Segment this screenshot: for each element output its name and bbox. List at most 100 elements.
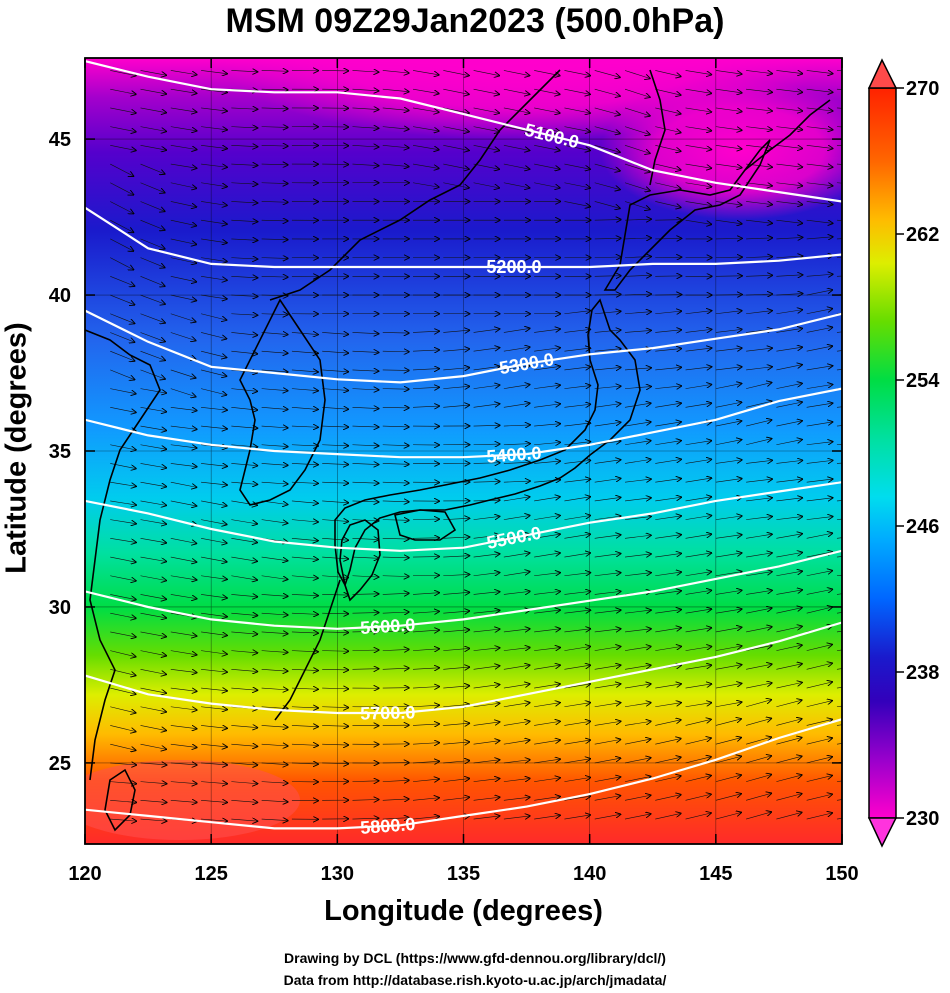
wind-vector	[715, 479, 742, 483]
wind-vector	[715, 257, 742, 258]
wind-vector	[473, 722, 500, 726]
wind-vector	[534, 815, 560, 820]
wind-vector	[261, 426, 288, 428]
colorbar-tick-label: 246	[906, 516, 939, 538]
wind-vector	[322, 445, 348, 446]
wind-vector	[806, 237, 833, 239]
wind-vector	[413, 779, 439, 782]
wind-vector	[715, 646, 742, 651]
wind-vector	[624, 647, 651, 651]
wind-vector	[594, 478, 621, 483]
wind-vector	[594, 703, 621, 708]
wind-vector	[746, 367, 772, 370]
wind-vector	[564, 423, 590, 426]
x-tick-label: 130	[321, 863, 354, 885]
wind-vector	[382, 799, 409, 800]
wind-vector	[806, 738, 832, 745]
wind-vector	[503, 516, 530, 520]
wind-vector	[685, 553, 712, 558]
wind-vector	[352, 800, 378, 801]
wind-vector	[503, 778, 530, 781]
wind-vector	[564, 479, 590, 482]
wind-vector	[776, 383, 801, 389]
wind-vector	[564, 629, 590, 632]
wind-vector	[776, 365, 801, 371]
wind-vector	[715, 367, 742, 370]
ryukyu-islands	[274, 579, 341, 721]
sakhalin-coastline	[649, 69, 666, 186]
wind-vector	[443, 88, 468, 94]
wind-vector	[776, 220, 802, 223]
wind-vector	[291, 632, 318, 633]
wind-vector	[473, 481, 500, 482]
wind-vector	[564, 311, 590, 314]
wind-vector	[534, 366, 560, 371]
wind-vector	[534, 797, 560, 801]
wind-vector	[201, 164, 227, 167]
wind-vector	[685, 628, 712, 633]
wind-vector	[685, 348, 712, 351]
wind-vector	[473, 760, 500, 763]
wind-vector	[534, 442, 560, 444]
colorbar-body	[868, 87, 897, 819]
wind-vector	[473, 516, 500, 519]
wind-vector	[231, 613, 257, 615]
wind-vector	[170, 276, 196, 281]
contour-line	[85, 549, 842, 630]
wind-vector	[413, 611, 439, 613]
wind-vector	[231, 688, 257, 690]
wind-vector	[564, 404, 590, 407]
wind-vector	[231, 725, 257, 727]
wind-vector	[140, 819, 167, 821]
wind-vector	[140, 350, 165, 360]
wind-vector	[594, 276, 621, 277]
wind-vector	[443, 386, 469, 388]
wind-vector	[140, 575, 167, 581]
y-tick-label: 40	[49, 285, 71, 307]
wind-vector	[140, 669, 167, 674]
wind-vector	[110, 369, 134, 380]
wind-vector	[110, 725, 135, 731]
wind-vector	[110, 88, 135, 94]
wind-vector	[261, 744, 288, 746]
colorbar: 230 238 246 254 262 270	[867, 58, 940, 848]
wind-vector	[170, 445, 197, 448]
wind-vector	[231, 201, 257, 202]
wind-vector	[655, 572, 681, 577]
wind-vector	[806, 813, 832, 820]
colorbar-tick-label: 270	[906, 78, 939, 100]
wind-vector	[382, 445, 409, 446]
wind-vector	[322, 426, 348, 427]
wind-vector	[806, 517, 833, 520]
wind-vector	[746, 108, 772, 111]
wind-vector	[655, 647, 681, 651]
wind-vector	[322, 688, 348, 689]
wind-vector	[594, 460, 621, 464]
wind-vector	[201, 369, 226, 376]
wind-vector	[231, 782, 257, 784]
wind-vector	[503, 328, 530, 333]
wind-vector	[503, 816, 530, 819]
wind-vector	[413, 630, 439, 632]
wind-vector	[291, 426, 318, 427]
wind-vector	[201, 707, 227, 710]
wind-vector	[564, 460, 590, 463]
wind-vector	[715, 238, 742, 239]
wind-vector	[806, 552, 832, 558]
wind-vector	[170, 201, 196, 206]
wind-vector	[776, 534, 802, 539]
wind-vector	[473, 348, 500, 352]
wind-vector	[806, 403, 833, 408]
wind-vector	[685, 813, 711, 820]
wind-vector	[261, 220, 288, 221]
wind-vector	[594, 758, 621, 764]
wind-vector	[261, 239, 288, 240]
china-coastline	[85, 329, 161, 781]
wind-vector	[685, 88, 712, 93]
wind-vector	[201, 482, 227, 485]
wind-vector	[624, 330, 651, 332]
wind-vector	[291, 557, 318, 559]
wind-vector	[746, 460, 772, 463]
wind-vector	[594, 554, 621, 558]
wind-vector	[140, 631, 167, 637]
